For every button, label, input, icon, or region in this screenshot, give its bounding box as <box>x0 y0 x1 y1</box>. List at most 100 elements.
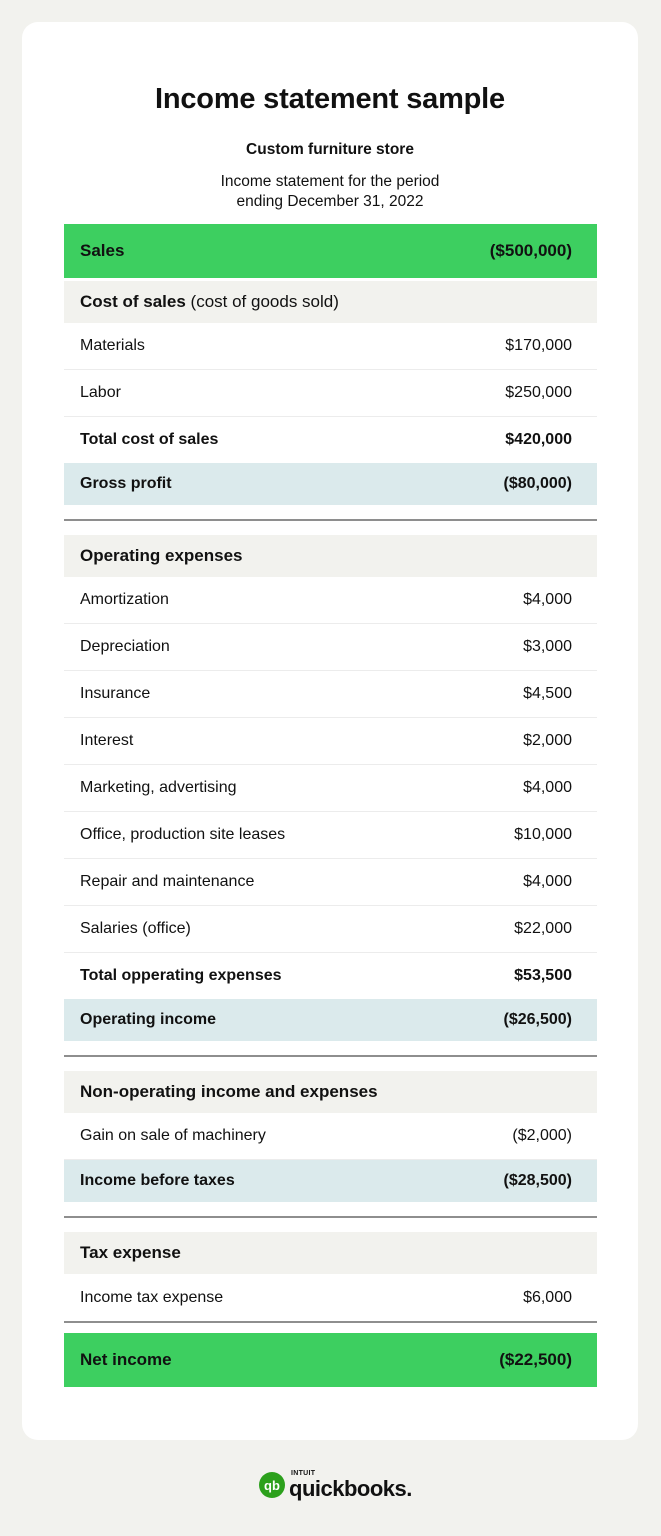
section-header: Cost of sales (cost of goods sold) <box>64 281 597 323</box>
intuit-brand: INTUIT <box>291 1470 316 1477</box>
row-label-group: Operating income <box>80 1011 216 1029</box>
row-label: Office, production site leases <box>80 826 286 843</box>
income-statement-card: Income statement sample Custom furniture… <box>22 22 638 1440</box>
row-label: Tax expense <box>80 1243 181 1262</box>
line-item-row: Income tax expense $6,000 <box>64 1274 597 1321</box>
row-label: Gain on sale of machinery <box>80 1127 266 1144</box>
row-label-group: Materials <box>80 337 145 355</box>
total-row: Gross profit ($80,000) <box>64 463 597 505</box>
line-item-row: Gain on sale of machinery ($2,000) <box>64 1113 597 1160</box>
income-statement-table: Sales ($500,000) Cost of sales (cost of go… <box>64 224 597 1387</box>
row-label-group: Office, production site leases <box>80 826 285 844</box>
row-amount: ($28,500) <box>503 1172 573 1189</box>
row-label-group: Income tax expense <box>80 1289 223 1307</box>
row-label: Total cost of sales <box>80 431 219 448</box>
row-label: Marketing, advertising <box>80 779 237 796</box>
row-label-group: Cost of sales (cost of goods sold) <box>80 292 339 312</box>
row-label: Cost of sales <box>80 292 186 311</box>
row-label: Repair and maintenance <box>80 873 255 890</box>
line-item-row: Salaries (office) $22,000 <box>64 906 597 953</box>
row-amount: ($80,000) <box>503 475 573 492</box>
quickbooks-wordmark: quickbooks. <box>289 1476 412 1501</box>
total-row: Net income ($22,500) <box>64 1333 597 1387</box>
total-row: Income before taxes ($28,500) <box>64 1160 597 1202</box>
total-row: Total opperating expenses $53,500 <box>64 953 597 999</box>
row-amount: $4,000 <box>523 779 572 796</box>
section-header: Operating expenses <box>64 535 597 577</box>
row-label-group: Non-operating income and expenses <box>80 1082 378 1102</box>
row-label-group: Salaries (office) <box>80 920 191 938</box>
line-item-row: Office, production site leases $10,000 <box>64 812 597 859</box>
line-item-row: Marketing, advertising $4,000 <box>64 765 597 812</box>
row-amount: ($26,500) <box>503 1011 573 1028</box>
row-label-group: Income before taxes <box>80 1172 235 1190</box>
row-label: Materials <box>80 337 145 354</box>
row-label-group: Depreciation <box>80 638 170 656</box>
row-label-group: Total opperating expenses <box>80 967 282 985</box>
row-label-group: Net income <box>80 1350 172 1370</box>
section-header: Non-operating income and expenses <box>64 1071 597 1113</box>
line-item-row: Depreciation $3,000 <box>64 624 597 671</box>
row-label-group: Gross profit <box>80 475 172 493</box>
row-label-group: Tax expense <box>80 1243 181 1263</box>
row-amount: ($500,000) <box>489 241 572 260</box>
row-label: Insurance <box>80 685 151 702</box>
row-amount: $22,000 <box>514 920 572 937</box>
row-amount: $250,000 <box>505 384 572 401</box>
row-label: Sales <box>80 241 125 260</box>
row-amount: ($22,500) <box>499 1350 572 1369</box>
row-label: Operating expenses <box>80 546 243 565</box>
row-label-group: Amortization <box>80 591 169 609</box>
row-label-group: Repair and maintenance <box>80 873 254 891</box>
row-amount: $3,000 <box>523 638 572 655</box>
row-label-group: Operating expenses <box>80 546 243 566</box>
statement-period: Income statement for the period ending D… <box>22 172 638 212</box>
section-divider <box>64 1216 597 1218</box>
row-label-group: Sales <box>80 241 124 261</box>
row-label: Salaries (office) <box>80 920 191 937</box>
row-label: Non-operating income and expenses <box>80 1082 378 1101</box>
section-divider <box>64 1321 597 1323</box>
company-name: Custom furniture store <box>246 141 414 158</box>
row-label: Income tax expense <box>80 1288 224 1306</box>
period-line-1: Income statement for the period <box>220 173 440 190</box>
row-label: Interest <box>80 732 134 749</box>
row-label: Net income <box>80 1350 172 1369</box>
row-amount: ($2,000) <box>512 1127 572 1144</box>
line-item-row: Labor $250,000 <box>64 370 597 417</box>
row-label: Labor <box>80 384 121 401</box>
line-item-row: Insurance $4,500 <box>64 671 597 718</box>
logo-text: INTUIT quickbooks. <box>289 1470 412 1500</box>
row-amount: $170,000 <box>505 337 572 354</box>
row-label: Operating income <box>80 1011 217 1028</box>
row-label-group: Interest <box>80 732 133 750</box>
row-amount: $4,000 <box>523 873 572 890</box>
total-row: Sales ($500,000) <box>64 224 597 278</box>
row-amount: $10,000 <box>514 826 572 843</box>
row-label: Income before taxes <box>80 1172 235 1189</box>
quickbooks-logo: qb INTUIT quickbooks. <box>259 1470 412 1500</box>
row-label-group: Total cost of sales <box>80 431 218 449</box>
row-label: Amortization <box>80 591 169 608</box>
row-amount: $2,000 <box>523 732 572 749</box>
row-label-group: Labor <box>80 384 121 402</box>
row-note: (cost of goods sold) <box>185 292 339 311</box>
row-amount: $420,000 <box>505 431 572 448</box>
row-label-group: Marketing, advertising <box>80 779 237 797</box>
line-item-row: Interest $2,000 <box>64 718 597 765</box>
quickbooks-logo-mark-icon: qb <box>259 1472 285 1498</box>
section-divider <box>64 519 597 521</box>
row-label: Gross profit <box>80 475 172 492</box>
row-amount: $4,500 <box>523 685 572 702</box>
row-label: Total opperating expenses <box>80 967 282 984</box>
line-item-row: Materials $170,000 <box>64 323 597 370</box>
total-row: Operating income ($26,500) <box>64 999 597 1041</box>
line-item-row: Amortization $4,000 <box>64 577 597 624</box>
row-amount: $4,000 <box>523 591 572 608</box>
page-title: Income statement sample <box>155 83 505 115</box>
row-label-group: Insurance <box>80 685 150 703</box>
row-amount: $6,000 <box>523 1288 572 1306</box>
period-line-2: ending December 31, 2022 <box>236 193 424 210</box>
line-item-row: Repair and maintenance $4,000 <box>64 859 597 906</box>
section-divider <box>64 1055 597 1057</box>
